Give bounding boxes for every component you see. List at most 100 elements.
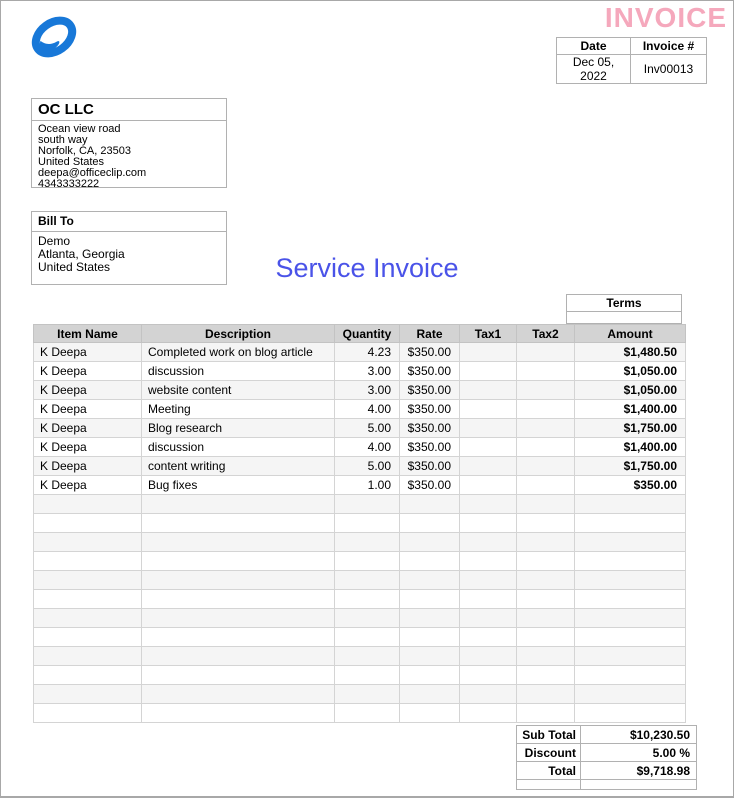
cell-rate xyxy=(399,589,460,609)
bill-to-label: Bill To xyxy=(31,211,227,232)
cell-quantity: 5.00 xyxy=(334,418,400,438)
cell-quantity xyxy=(334,646,400,666)
table-row: K Deepa discussion 3.00 $350.00 $1,050.00 xyxy=(33,361,686,381)
cell-item: K Deepa xyxy=(33,399,142,419)
cell-tax1 xyxy=(459,437,517,457)
company-logo-icon xyxy=(31,16,77,58)
cell-amount: $350.00 xyxy=(574,475,686,495)
cell-amount xyxy=(574,589,686,609)
cell-amount: $1,050.00 xyxy=(574,361,686,381)
line-items-header-row: Item Name Description Quantity Rate Tax1… xyxy=(33,324,686,343)
cell-amount: $1,480.50 xyxy=(574,342,686,362)
cell-quantity xyxy=(334,684,400,704)
table-row xyxy=(33,684,686,704)
cell-tax1 xyxy=(459,361,517,381)
cell-item xyxy=(33,570,142,590)
cell-rate xyxy=(399,684,460,704)
cell-rate: $350.00 xyxy=(399,437,460,457)
cell-rate xyxy=(399,703,460,723)
cell-tax1 xyxy=(459,456,517,476)
cell-quantity: 1.00 xyxy=(334,475,400,495)
cell-tax2 xyxy=(516,684,575,704)
table-row: K Deepa Completed work on blog article 4.2… xyxy=(33,342,686,362)
cell-tax2 xyxy=(516,494,575,514)
cell-amount xyxy=(574,665,686,685)
cell-tax1 xyxy=(459,513,517,533)
total-value: $9,718.98 xyxy=(580,761,697,780)
cell-quantity xyxy=(334,513,400,533)
table-row xyxy=(33,589,686,609)
cell-amount xyxy=(574,684,686,704)
cell-tax1 xyxy=(459,684,517,704)
cell-rate xyxy=(399,608,460,628)
table-row: K Deepa content writing 5.00 $350.00 $1,750.… xyxy=(33,456,686,476)
cell-quantity xyxy=(334,627,400,647)
table-row xyxy=(33,703,686,723)
cell-rate: $350.00 xyxy=(399,418,460,438)
cell-tax1 xyxy=(459,646,517,666)
cell-item: K Deepa xyxy=(33,456,142,476)
cell-tax1 xyxy=(459,494,517,514)
column-header-amount: Amount xyxy=(574,324,686,343)
cell-tax2 xyxy=(516,380,575,400)
total-label: Total xyxy=(516,761,581,780)
cell-quantity xyxy=(334,703,400,723)
cell-description: discussion xyxy=(141,361,335,381)
table-row xyxy=(33,532,686,552)
cell-rate xyxy=(399,494,460,514)
table-row: K Deepa Bug fixes 1.00 $350.00 $350.00 xyxy=(33,475,686,495)
cell-item: K Deepa xyxy=(33,380,142,400)
column-header-item-name: Item Name xyxy=(33,324,142,343)
cell-tax1 xyxy=(459,399,517,419)
cell-amount xyxy=(574,608,686,628)
cell-rate xyxy=(399,665,460,685)
cell-quantity xyxy=(334,551,400,571)
cell-item xyxy=(33,532,142,552)
cell-description xyxy=(141,608,335,628)
cell-amount: $1,750.00 xyxy=(574,418,686,438)
cell-rate xyxy=(399,646,460,666)
cell-quantity: 4.00 xyxy=(334,437,400,457)
cell-description: Completed work on blog article xyxy=(141,342,335,362)
cell-tax1 xyxy=(459,570,517,590)
cell-rate: $350.00 xyxy=(399,380,460,400)
cell-tax2 xyxy=(516,570,575,590)
cell-description: Blog research xyxy=(141,418,335,438)
table-row xyxy=(33,494,686,514)
cell-tax2 xyxy=(516,342,575,362)
cell-amount: $1,400.00 xyxy=(574,437,686,457)
cell-rate xyxy=(399,570,460,590)
cell-tax2 xyxy=(516,418,575,438)
cell-item: K Deepa xyxy=(33,437,142,457)
cell-amount xyxy=(574,570,686,590)
column-header-rate: Rate xyxy=(399,324,460,343)
cell-rate: $350.00 xyxy=(399,456,460,476)
invoice-heading: INVOICE xyxy=(604,2,727,33)
bill-to-address: Demo Atlanta, Georgia United States xyxy=(31,231,227,285)
subtotal-value: $10,230.50 xyxy=(580,725,697,744)
cell-item xyxy=(33,627,142,647)
cell-description: content writing xyxy=(141,456,335,476)
cell-quantity: 5.00 xyxy=(334,456,400,476)
cell-item: K Deepa xyxy=(33,475,142,495)
cell-amount xyxy=(574,532,686,552)
cell-tax2 xyxy=(516,589,575,609)
discount-row: Discount 5.00 % xyxy=(516,743,697,762)
table-row xyxy=(33,551,686,571)
cell-item xyxy=(33,551,142,571)
cell-item xyxy=(33,494,142,514)
cell-item: K Deepa xyxy=(33,418,142,438)
table-row xyxy=(33,646,686,666)
cell-rate xyxy=(399,532,460,552)
cell-description xyxy=(141,589,335,609)
cell-rate: $350.00 xyxy=(399,399,460,419)
cell-item xyxy=(33,703,142,723)
cell-tax2 xyxy=(516,665,575,685)
cell-amount xyxy=(574,551,686,571)
subtotal-label: Sub Total xyxy=(516,725,581,744)
cell-tax1 xyxy=(459,532,517,552)
cell-item xyxy=(33,665,142,685)
cell-tax2 xyxy=(516,513,575,533)
discount-label: Discount xyxy=(516,743,581,762)
